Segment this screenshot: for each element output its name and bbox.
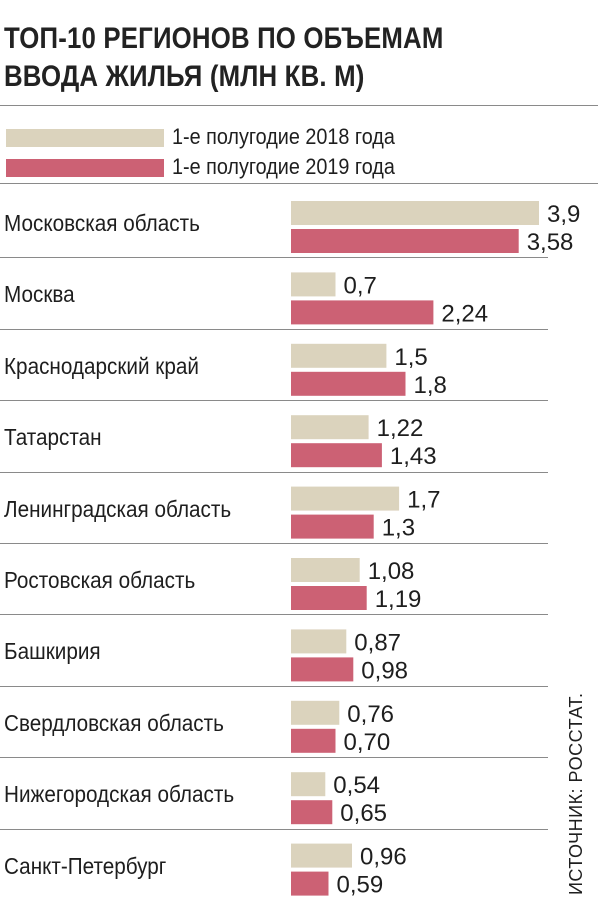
row-separator bbox=[0, 472, 548, 473]
value-label-2019: 0,70 bbox=[344, 729, 391, 756]
category-label: Башкирия bbox=[4, 638, 101, 664]
category-label: Московская область bbox=[4, 210, 200, 236]
value-label-2018: 1,7 bbox=[407, 487, 440, 514]
bar-2019 bbox=[291, 871, 329, 896]
category-label: Краснодарский край bbox=[4, 353, 199, 379]
bar-2018 bbox=[291, 486, 400, 511]
chart-title-line-1: ТОП-10 РЕГИОНОВ ПО ОБЪЕМАМ bbox=[4, 22, 444, 55]
row-separator bbox=[0, 614, 548, 615]
row-separator bbox=[0, 686, 548, 687]
category-label: Татарстан bbox=[4, 424, 102, 450]
bar-2018 bbox=[291, 558, 360, 582]
row-separator bbox=[0, 543, 548, 544]
value-label-2018: 0,7 bbox=[344, 272, 377, 299]
source-note: ИСТОЧНИК: РОССТАТ. bbox=[566, 692, 586, 895]
value-label-2018: 1,08 bbox=[368, 558, 415, 585]
bar-2019 bbox=[291, 514, 374, 539]
legend-swatch-2018 bbox=[6, 129, 164, 147]
category-label: Свердловская область bbox=[4, 710, 224, 736]
bar-2018 bbox=[291, 201, 539, 225]
chart-title-line-2: ВВОДА ЖИЛЬЯ (МЛН КВ. М) bbox=[4, 60, 365, 93]
bar-2018 bbox=[291, 415, 369, 440]
value-label-2019: 1,8 bbox=[414, 372, 447, 399]
legend-separator bbox=[0, 183, 598, 184]
value-label-2018: 1,5 bbox=[394, 344, 427, 371]
value-label-2018: 3,9 bbox=[547, 201, 580, 228]
row-separator bbox=[0, 757, 548, 758]
bar-2019 bbox=[291, 229, 519, 253]
value-label-2018: 0,87 bbox=[354, 629, 401, 656]
category-label: Москва bbox=[4, 281, 75, 307]
row-separator bbox=[0, 257, 548, 258]
value-label-2019: 0,98 bbox=[361, 657, 408, 684]
bar-2019 bbox=[291, 443, 382, 468]
bar-2019 bbox=[291, 728, 336, 753]
row-separator bbox=[0, 329, 548, 330]
bar-2018 bbox=[291, 700, 340, 725]
bar-2019 bbox=[291, 300, 434, 325]
chart-title: ТОП-10 РЕГИОНОВ ПО ОБЪЕМАМ ВВОДА ЖИЛЬЯ (… bbox=[4, 20, 486, 96]
value-label-2019: 2,24 bbox=[441, 300, 488, 327]
category-label: Ростовская область bbox=[4, 567, 196, 593]
bar-2018 bbox=[291, 772, 326, 797]
category-label: Ленинградская область bbox=[4, 496, 232, 522]
value-label-2019: 3,58 bbox=[527, 229, 574, 256]
value-label-2019: 0,65 bbox=[340, 800, 387, 827]
bar-2018 bbox=[291, 272, 336, 297]
category-label: Нижегородская область bbox=[4, 781, 235, 807]
bar-2019 bbox=[291, 800, 333, 825]
row-separator bbox=[0, 400, 548, 401]
legend-label-2019: 1-е полугодие 2019 года bbox=[172, 154, 395, 179]
row-separator bbox=[0, 829, 548, 830]
title-separator bbox=[0, 105, 598, 106]
bar-2018 bbox=[291, 629, 347, 654]
value-label-2018: 0,96 bbox=[360, 844, 407, 871]
bar-2019 bbox=[291, 586, 367, 610]
legend-label-2018: 1-е полугодие 2018 года bbox=[172, 124, 395, 149]
bar-2018 bbox=[291, 343, 387, 368]
legend-swatch-2019 bbox=[6, 159, 164, 177]
bar-2018 bbox=[291, 843, 352, 868]
bar-2019 bbox=[291, 371, 406, 396]
value-label-2018: 0,54 bbox=[333, 772, 380, 799]
value-label-2019: 1,19 bbox=[375, 586, 422, 613]
value-label-2019: 1,43 bbox=[390, 443, 437, 470]
bar-2019 bbox=[291, 657, 354, 682]
value-label-2019: 0,59 bbox=[337, 872, 384, 899]
value-label-2018: 1,22 bbox=[377, 415, 424, 442]
value-label-2019: 1,3 bbox=[382, 515, 415, 542]
category-label: Санкт-Петербург bbox=[4, 853, 167, 879]
value-label-2018: 0,76 bbox=[347, 701, 394, 728]
